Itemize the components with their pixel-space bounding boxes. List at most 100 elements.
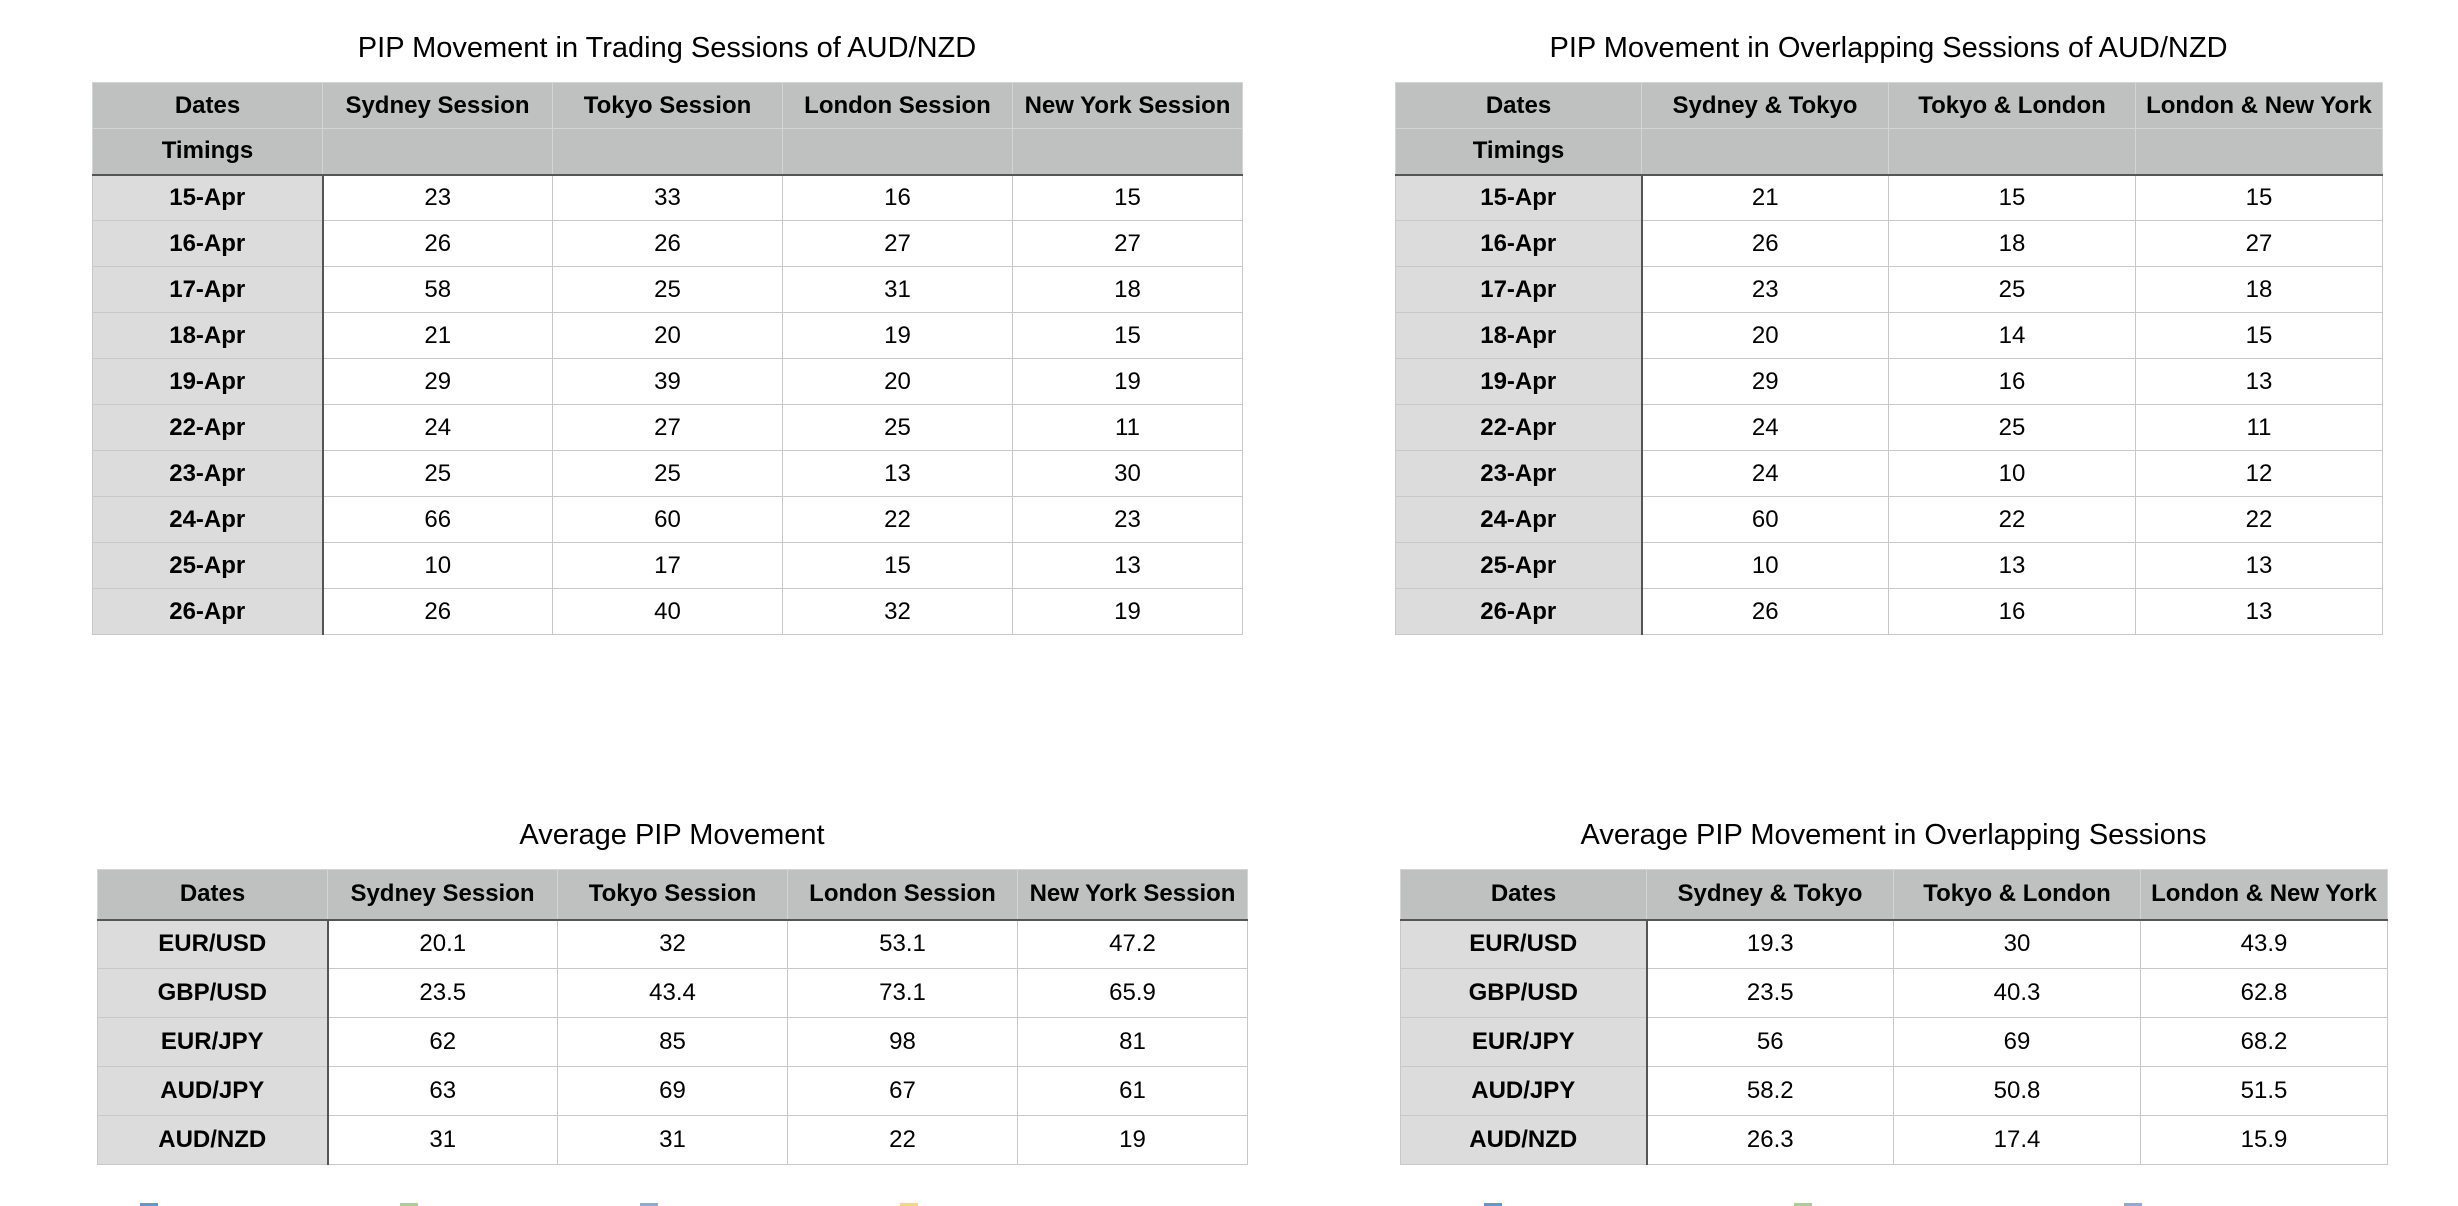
table-block-average-pip: Average PIP Movement Dates Sydney Sessio… (97, 815, 1248, 1175)
row-header-cell: 25-Apr (1395, 542, 1643, 589)
table-cell: 66 (322, 496, 553, 543)
table-cell: 31 (557, 1115, 788, 1165)
table-cell: 15.9 (2140, 1115, 2388, 1165)
table-row: 24-Apr 66 60 22 23 (92, 496, 1243, 543)
table-cell: 22 (787, 1115, 1018, 1165)
table-cell: 43.4 (557, 968, 788, 1018)
column-header: Tokyo & London (1888, 82, 2136, 129)
table-row: 17-Apr 58 25 31 18 (92, 266, 1243, 313)
table-cell: 19.3 (1646, 919, 1894, 969)
row-header-cell: 16-Apr (92, 220, 324, 267)
legend-swatch (140, 1203, 158, 1206)
table-cell: 10 (1888, 450, 2136, 497)
column-header: Sydney Session (322, 82, 553, 129)
table-row: 19-Apr 29 39 20 19 (92, 358, 1243, 405)
table-cell: 25 (322, 450, 553, 497)
table-cell: 23 (1012, 496, 1243, 543)
table-cell: 24 (1641, 450, 1889, 497)
table-cell: 50.8 (1893, 1066, 2141, 1116)
table-cell: 21 (1641, 174, 1889, 221)
legend-swatch (400, 1203, 418, 1206)
table-cell: 13 (1012, 542, 1243, 589)
table-cell: 65.9 (1017, 968, 1248, 1018)
table-cell: 20 (1641, 312, 1889, 359)
row-header-cell: 17-Apr (92, 266, 324, 313)
table-cell: 22 (2135, 496, 2383, 543)
row-header-cell: 18-Apr (92, 312, 324, 359)
column-header: London & New York (2135, 82, 2383, 129)
subheader-cell (782, 128, 1013, 176)
row-header-cell: 18-Apr (1395, 312, 1643, 359)
legend-swatch (640, 1203, 658, 1206)
row-header-cell: EUR/USD (1400, 919, 1648, 969)
table-cell: 63 (327, 1066, 558, 1116)
table-cell: 20 (782, 358, 1013, 405)
table-cell: 13 (2135, 358, 2383, 405)
subheader-timings: Timings (92, 128, 323, 176)
average-pip-table: Dates Sydney Session Tokyo Session Londo… (97, 869, 1248, 1165)
subheader-cell (1888, 128, 2136, 176)
row-header-cell: 24-Apr (92, 496, 324, 543)
table-title: Average PIP Movement (519, 819, 825, 851)
table-cell: 13 (782, 450, 1013, 497)
table-cell: 13 (2135, 588, 2383, 635)
legend-marks-right (1229, 1203, 2458, 1206)
table-cell: 25 (552, 266, 783, 313)
table-cell: 11 (2135, 404, 2383, 451)
row-header-cell: 15-Apr (1395, 174, 1643, 221)
table-cell: 15 (1012, 312, 1243, 359)
table-cell: 31 (327, 1115, 558, 1165)
table-body: 15-Apr 21 15 15 16-Apr 26 18 27 17-Apr 23 25 18 18-A… (1395, 174, 2383, 635)
table-cell: 17 (552, 542, 783, 589)
column-header: New York Session (1012, 82, 1243, 129)
table-cell: 85 (557, 1017, 788, 1067)
legend-swatch (2124, 1203, 2142, 1206)
table-cell: 32 (782, 588, 1013, 635)
table-cell: 22 (1888, 496, 2136, 543)
table-cell: 19 (1017, 1115, 1248, 1165)
table-cell: 26 (322, 588, 553, 635)
row-header-cell: EUR/JPY (97, 1017, 329, 1067)
table-cell: 60 (552, 496, 783, 543)
row-header-cell: 26-Apr (1395, 588, 1643, 635)
table-cell: 25 (1888, 404, 2136, 451)
table-cell: 26 (1641, 220, 1889, 267)
table-row: 18-Apr 21 20 19 15 (92, 312, 1243, 359)
table-cell: 31 (782, 266, 1013, 313)
table-cell: 15 (2135, 174, 2383, 221)
row-header-cell: AUD/JPY (97, 1066, 329, 1116)
table-row: 19-Apr 29 16 13 (1395, 358, 2383, 405)
table-cell: 15 (2135, 312, 2383, 359)
table-cell: 29 (1641, 358, 1889, 405)
table-cell: 14 (1888, 312, 2136, 359)
table-cell: 25 (1888, 266, 2136, 313)
column-header: Dates (92, 82, 323, 129)
table-cell: 15 (1888, 174, 2136, 221)
row-header-cell: 22-Apr (92, 404, 324, 451)
legend-swatch (1484, 1203, 1502, 1206)
row-header-cell: AUD/NZD (1400, 1115, 1648, 1165)
table-cell: 19 (1012, 588, 1243, 635)
table-cell: 68.2 (2140, 1017, 2388, 1067)
row-header-cell: EUR/JPY (1400, 1017, 1648, 1067)
table-cell: 27 (782, 220, 1013, 267)
column-header: Tokyo & London (1893, 869, 2141, 921)
table-cell: 58.2 (1646, 1066, 1894, 1116)
row-header-cell: 19-Apr (1395, 358, 1643, 405)
subheader-cell (552, 128, 783, 176)
table-row: 26-Apr 26 40 32 19 (92, 588, 1243, 635)
table-row: AUD/NZD 26.3 17.4 15.9 (1400, 1115, 2388, 1165)
row-header-cell: 22-Apr (1395, 404, 1643, 451)
table-row: 23-Apr 24 10 12 (1395, 450, 2383, 497)
table-cell: 15 (1012, 174, 1243, 221)
table-row: AUD/JPY 58.2 50.8 51.5 (1400, 1066, 2388, 1116)
table-cell: 23 (1641, 266, 1889, 313)
table-cell: 33 (552, 174, 783, 221)
legend-swatch (1794, 1203, 1812, 1206)
row-header-cell: 23-Apr (92, 450, 324, 497)
table-row: EUR/USD 20.1 32 53.1 47.2 (97, 919, 1248, 969)
subheader-timings: Timings (1395, 128, 1642, 176)
table-title: PIP Movement in Trading Sessions of AUD/… (357, 32, 977, 64)
row-header-cell: AUD/NZD (97, 1115, 329, 1165)
table-cell: 22 (782, 496, 1013, 543)
